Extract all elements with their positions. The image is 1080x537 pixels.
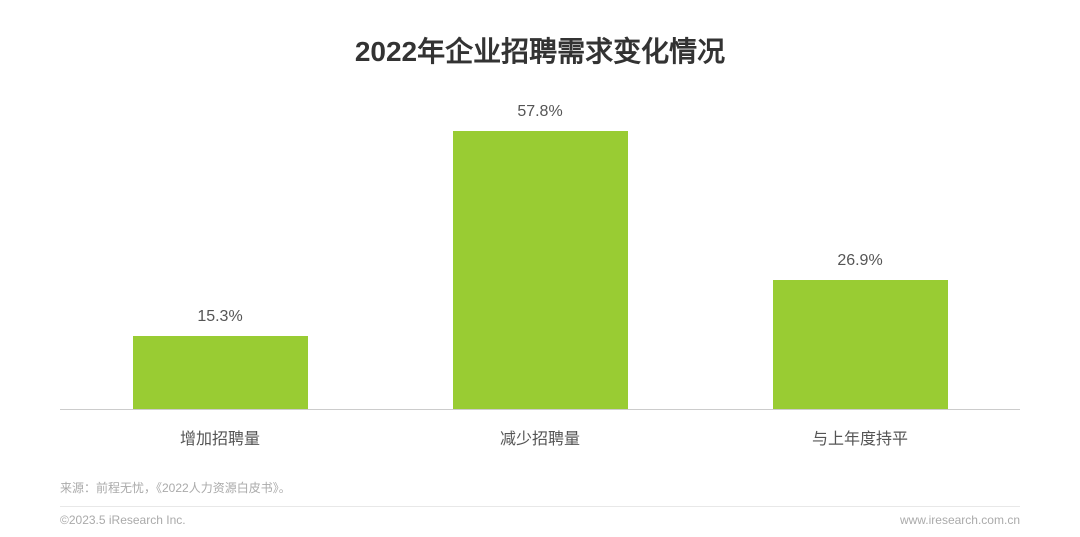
bar (133, 336, 308, 410)
footer: ©2023.5 iResearch Inc. www.iresearch.com… (60, 506, 1020, 527)
category-labels: 增加招聘量减少招聘量与上年度持平 (60, 425, 1020, 449)
bar (453, 131, 628, 410)
bar-group: 26.9% (773, 252, 948, 410)
bar-value-label: 57.8% (517, 103, 562, 121)
footer-copyright: ©2023.5 iResearch Inc. (60, 513, 186, 527)
category-label: 与上年度持平 (702, 425, 1019, 449)
bars-group: 15.3%57.8%26.9% (60, 110, 1020, 410)
bar (773, 280, 948, 410)
bar-group: 57.8% (453, 103, 628, 410)
source-text: 来源：前程无忧，《2022人力资源白皮书》。 (60, 479, 1020, 496)
bar-group: 15.3% (133, 308, 308, 410)
footer-url: www.iresearch.com.cn (900, 513, 1020, 527)
chart-container: 2022年企业招聘需求变化情况 15.3%57.8%26.9% 增加招聘量减少招… (0, 0, 1080, 537)
bar-value-label: 26.9% (837, 252, 882, 270)
bar-value-label: 15.3% (197, 308, 242, 326)
plot-area: 15.3%57.8%26.9% (60, 110, 1020, 410)
chart-title: 2022年企业招聘需求变化情况 (60, 30, 1020, 70)
category-label: 减少招聘量 (382, 425, 699, 449)
x-axis-line (60, 409, 1020, 410)
category-label: 增加招聘量 (62, 425, 379, 449)
